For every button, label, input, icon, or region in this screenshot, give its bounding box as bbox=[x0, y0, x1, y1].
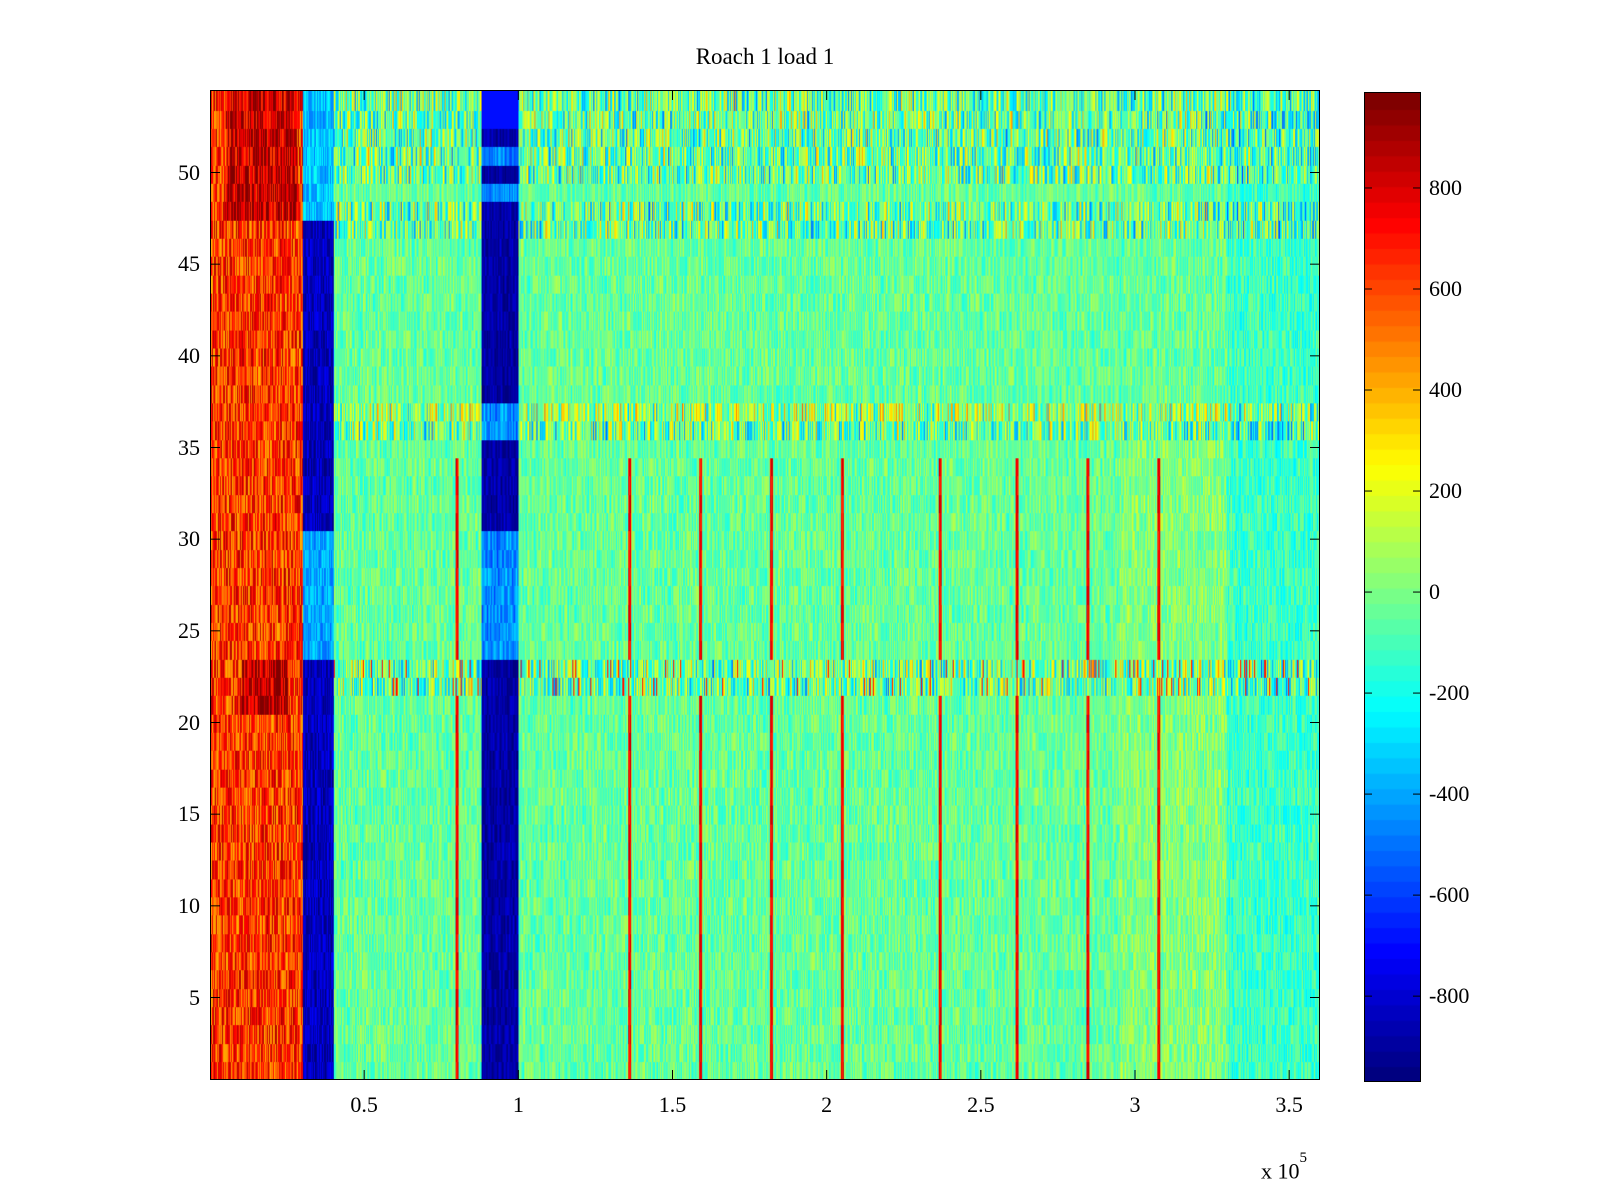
x-tick-label: 3 bbox=[1129, 1092, 1141, 1117]
colorbar-tick-label: 200 bbox=[1429, 478, 1462, 504]
colorbar-tick-label: -200 bbox=[1429, 680, 1470, 706]
y-tick-label: 25 bbox=[178, 617, 200, 643]
colorbar-tick-label: 0 bbox=[1429, 579, 1440, 605]
colorbar-tick-label: 800 bbox=[1429, 174, 1462, 200]
x-tick-label: 1.5 bbox=[658, 1092, 687, 1117]
chart-title: Roach 1 load 1 bbox=[695, 44, 835, 69]
y-tick-label: 50 bbox=[178, 159, 200, 185]
heatmap-image bbox=[211, 91, 1319, 1079]
colorbar bbox=[1364, 92, 1421, 1082]
x-axis-exponent: x 105 bbox=[1261, 1150, 1307, 1184]
x-tick-label: 0.5 bbox=[350, 1092, 378, 1117]
colorbar-tick-label: -400 bbox=[1429, 781, 1470, 807]
x-exponent-power: 5 bbox=[1299, 1150, 1308, 1166]
colorbar-gradient bbox=[1365, 93, 1420, 1081]
colorbar-tick-label: -800 bbox=[1429, 983, 1470, 1009]
x-tick-label: 2 bbox=[821, 1092, 833, 1117]
colorbar-tick-label: -600 bbox=[1429, 882, 1470, 908]
y-tick-label: 30 bbox=[178, 526, 200, 552]
heatmap-axes bbox=[210, 90, 1320, 1080]
x-tick-label: 3.5 bbox=[1275, 1092, 1303, 1117]
x-tick-label: 1 bbox=[512, 1092, 524, 1117]
colorbar-tick-label: 600 bbox=[1429, 275, 1462, 301]
y-tick-label: 45 bbox=[178, 251, 200, 277]
y-tick-label: 5 bbox=[189, 984, 200, 1010]
colorbar-tick-label: 400 bbox=[1429, 377, 1462, 402]
y-tick-label: 20 bbox=[178, 709, 200, 735]
y-tick-label: 35 bbox=[178, 434, 200, 460]
y-tick-label: 40 bbox=[178, 342, 200, 368]
x-exponent-base: x 10 bbox=[1261, 1158, 1300, 1184]
x-tick-label: 2.5 bbox=[967, 1092, 995, 1117]
y-tick-label: 15 bbox=[178, 801, 200, 827]
y-tick-label: 10 bbox=[178, 892, 200, 918]
